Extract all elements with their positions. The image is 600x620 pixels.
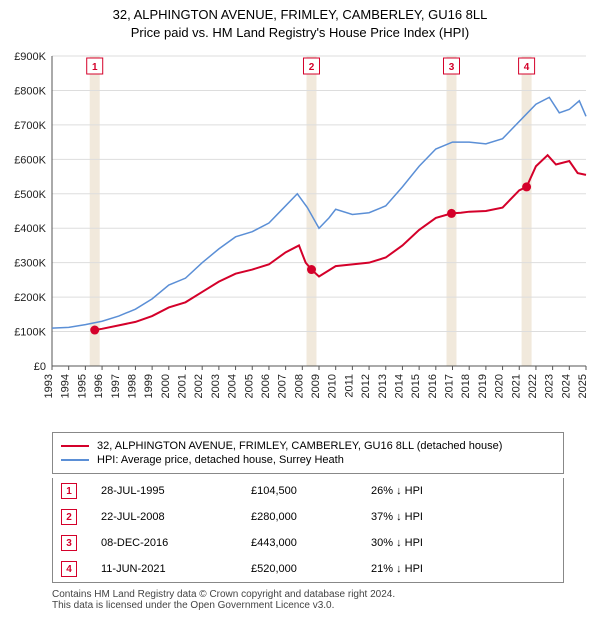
svg-text:1997: 1997: [110, 374, 122, 398]
svg-text:2007: 2007: [277, 374, 289, 398]
footer-line-1: Contains HM Land Registry data © Crown c…: [52, 589, 564, 600]
legend: 32, ALPHINGTON AVENUE, FRIMLEY, CAMBERLE…: [52, 432, 564, 474]
svg-text:2011: 2011: [343, 374, 355, 398]
svg-text:1993: 1993: [43, 374, 55, 398]
tx-date: 08-DEC-2016: [101, 537, 251, 549]
line-chart-svg: £0 £100K £200K £300K £400K £500K £600K £700K £80…: [6, 46, 594, 426]
marker-box-2: 2: [61, 509, 77, 525]
tx-date: 22-JUL-2008: [101, 511, 251, 523]
svg-text:2017: 2017: [444, 374, 456, 398]
svg-text:2012: 2012: [360, 374, 372, 398]
svg-text:1996: 1996: [93, 374, 105, 398]
tx-price: £104,500: [251, 485, 371, 497]
svg-text:2002: 2002: [193, 374, 205, 398]
title-line-1: 32, ALPHINGTON AVENUE, FRIMLEY, CAMBERLE…: [6, 6, 594, 24]
marker-box-4: 4: [61, 561, 77, 577]
svg-text:2013: 2013: [377, 374, 389, 398]
svg-text:2018: 2018: [460, 374, 472, 398]
svg-text:2019: 2019: [477, 374, 489, 398]
svg-text:£700K: £700K: [14, 120, 46, 132]
legend-label-1: HPI: Average price, detached house, Surr…: [97, 454, 344, 466]
svg-text:£200K: £200K: [14, 292, 46, 304]
footer-line-2: This data is licensed under the Open Gov…: [52, 600, 564, 611]
tx-delta: 21% ↓ HPI: [371, 563, 555, 575]
svg-text:4: 4: [524, 62, 530, 73]
svg-text:£0: £0: [34, 361, 46, 373]
svg-text:2024: 2024: [560, 374, 572, 398]
tx-price: £443,000: [251, 537, 371, 549]
svg-text:2015: 2015: [410, 374, 422, 398]
svg-text:2004: 2004: [227, 374, 239, 398]
svg-text:1995: 1995: [76, 374, 88, 398]
svg-text:2009: 2009: [310, 374, 322, 398]
svg-text:£500K: £500K: [14, 189, 46, 201]
tx-delta: 37% ↓ HPI: [371, 511, 555, 523]
legend-label-0: 32, ALPHINGTON AVENUE, FRIMLEY, CAMBERLE…: [97, 440, 502, 452]
svg-text:2000: 2000: [160, 374, 172, 398]
table-row: 3 08-DEC-2016 £443,000 30% ↓ HPI: [53, 530, 563, 556]
legend-row-hpi: HPI: Average price, detached house, Surr…: [61, 454, 555, 466]
svg-text:£400K: £400K: [14, 224, 46, 236]
svg-text:2006: 2006: [260, 374, 272, 398]
svg-text:2023: 2023: [544, 374, 556, 398]
svg-text:£600K: £600K: [14, 155, 46, 167]
legend-swatch-0: [61, 445, 89, 447]
title-line-2: Price paid vs. HM Land Registry's House …: [6, 24, 594, 42]
svg-text:£300K: £300K: [14, 258, 46, 270]
transactions-table: 1 28-JUL-1995 £104,500 26% ↓ HPI 2 22-JU…: [52, 478, 564, 583]
tx-price: £520,000: [251, 563, 371, 575]
footer: Contains HM Land Registry data © Crown c…: [52, 589, 564, 611]
svg-text:2008: 2008: [293, 374, 305, 398]
svg-text:2021: 2021: [510, 374, 522, 398]
svg-text:2003: 2003: [210, 374, 222, 398]
table-row: 4 11-JUN-2021 £520,000 21% ↓ HPI: [53, 556, 563, 582]
legend-row-price-paid: 32, ALPHINGTON AVENUE, FRIMLEY, CAMBERLE…: [61, 440, 555, 452]
svg-text:1994: 1994: [60, 374, 72, 398]
svg-text:2001: 2001: [177, 374, 189, 398]
svg-text:2022: 2022: [527, 374, 539, 398]
svg-text:2: 2: [309, 62, 315, 73]
tx-date: 28-JUL-1995: [101, 485, 251, 497]
tx-date: 11-JUN-2021: [101, 563, 251, 575]
marker-box-3: 3: [61, 535, 77, 551]
svg-text:£900K: £900K: [14, 51, 46, 63]
tx-price: £280,000: [251, 511, 371, 523]
svg-text:1: 1: [92, 62, 98, 73]
chart-title-block: 32, ALPHINGTON AVENUE, FRIMLEY, CAMBERLE…: [6, 6, 594, 42]
svg-text:3: 3: [449, 62, 455, 73]
tx-delta: 26% ↓ HPI: [371, 485, 555, 497]
tx-delta: 30% ↓ HPI: [371, 537, 555, 549]
table-row: 1 28-JUL-1995 £104,500 26% ↓ HPI: [53, 478, 563, 504]
svg-text:2005: 2005: [243, 374, 255, 398]
svg-text:2014: 2014: [393, 374, 405, 398]
svg-text:2025: 2025: [577, 374, 589, 398]
marker-box-1: 1: [61, 483, 77, 499]
svg-text:2010: 2010: [327, 374, 339, 398]
svg-text:1999: 1999: [143, 374, 155, 398]
table-row: 2 22-JUL-2008 £280,000 37% ↓ HPI: [53, 504, 563, 530]
svg-text:£800K: £800K: [14, 86, 46, 98]
svg-text:£100K: £100K: [14, 327, 46, 339]
svg-text:2016: 2016: [427, 374, 439, 398]
svg-text:1998: 1998: [126, 374, 138, 398]
legend-swatch-1: [61, 459, 89, 461]
chart-area: £0 £100K £200K £300K £400K £500K £600K £700K £80…: [6, 46, 594, 426]
svg-text:2020: 2020: [494, 374, 506, 398]
